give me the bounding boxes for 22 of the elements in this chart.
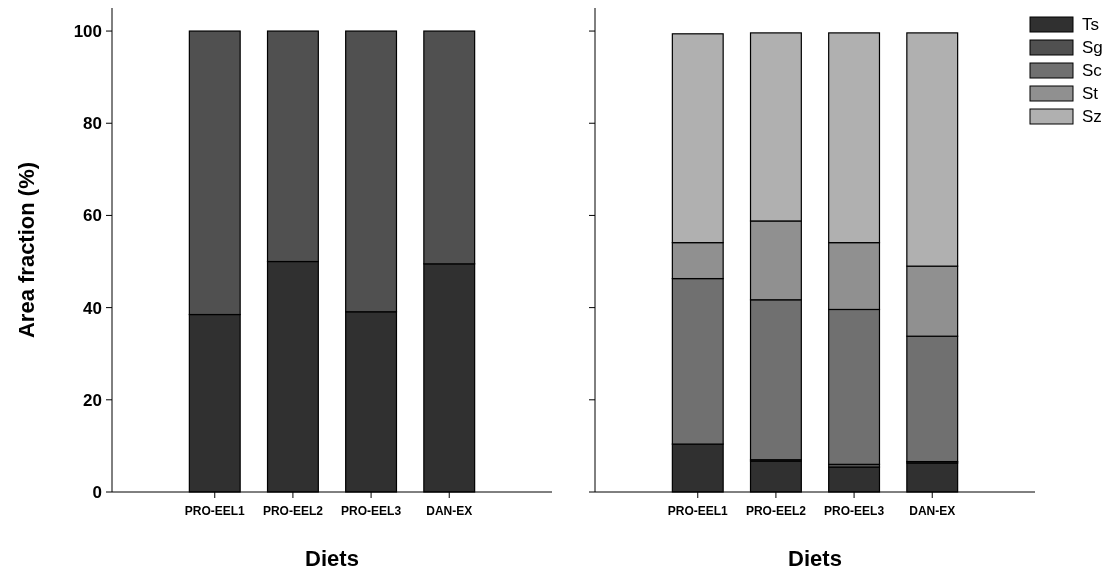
y-tick-label: 80 <box>83 114 102 134</box>
legend-label: Sg <box>1082 37 1103 57</box>
y-axis-title: Area fraction (%) <box>14 161 39 339</box>
y-tick-label: 100 <box>73 22 102 41</box>
x-axis-title: Diets <box>305 546 359 571</box>
x-tick-label: PRO-EEL2 <box>262 504 324 518</box>
y-tick-label: 60 <box>83 206 102 226</box>
x-tick-label: PRO-EEL1 <box>184 504 246 518</box>
legend-label: Sc <box>1082 60 1103 80</box>
x-tick-label: PRO-EEL3 <box>824 504 885 518</box>
x-tick-label: DAN-EX <box>426 504 473 518</box>
y-tick-label: 40 <box>83 298 102 318</box>
x-axis-title: Diets <box>788 546 842 571</box>
x-tick-label: DAN-EX <box>909 504 956 518</box>
x-tick-label: PRO-EEL3 <box>341 504 402 518</box>
x-tick-label: PRO-EEL1 <box>667 504 729 518</box>
legend-label: Ts <box>1082 14 1099 34</box>
legend-label: Sz <box>1082 106 1102 126</box>
y-tick-label: 0 <box>92 482 102 502</box>
legend-label: St <box>1082 83 1099 103</box>
y-tick-label: 20 <box>83 390 102 410</box>
x-tick-label: PRO-EEL2 <box>745 504 807 518</box>
